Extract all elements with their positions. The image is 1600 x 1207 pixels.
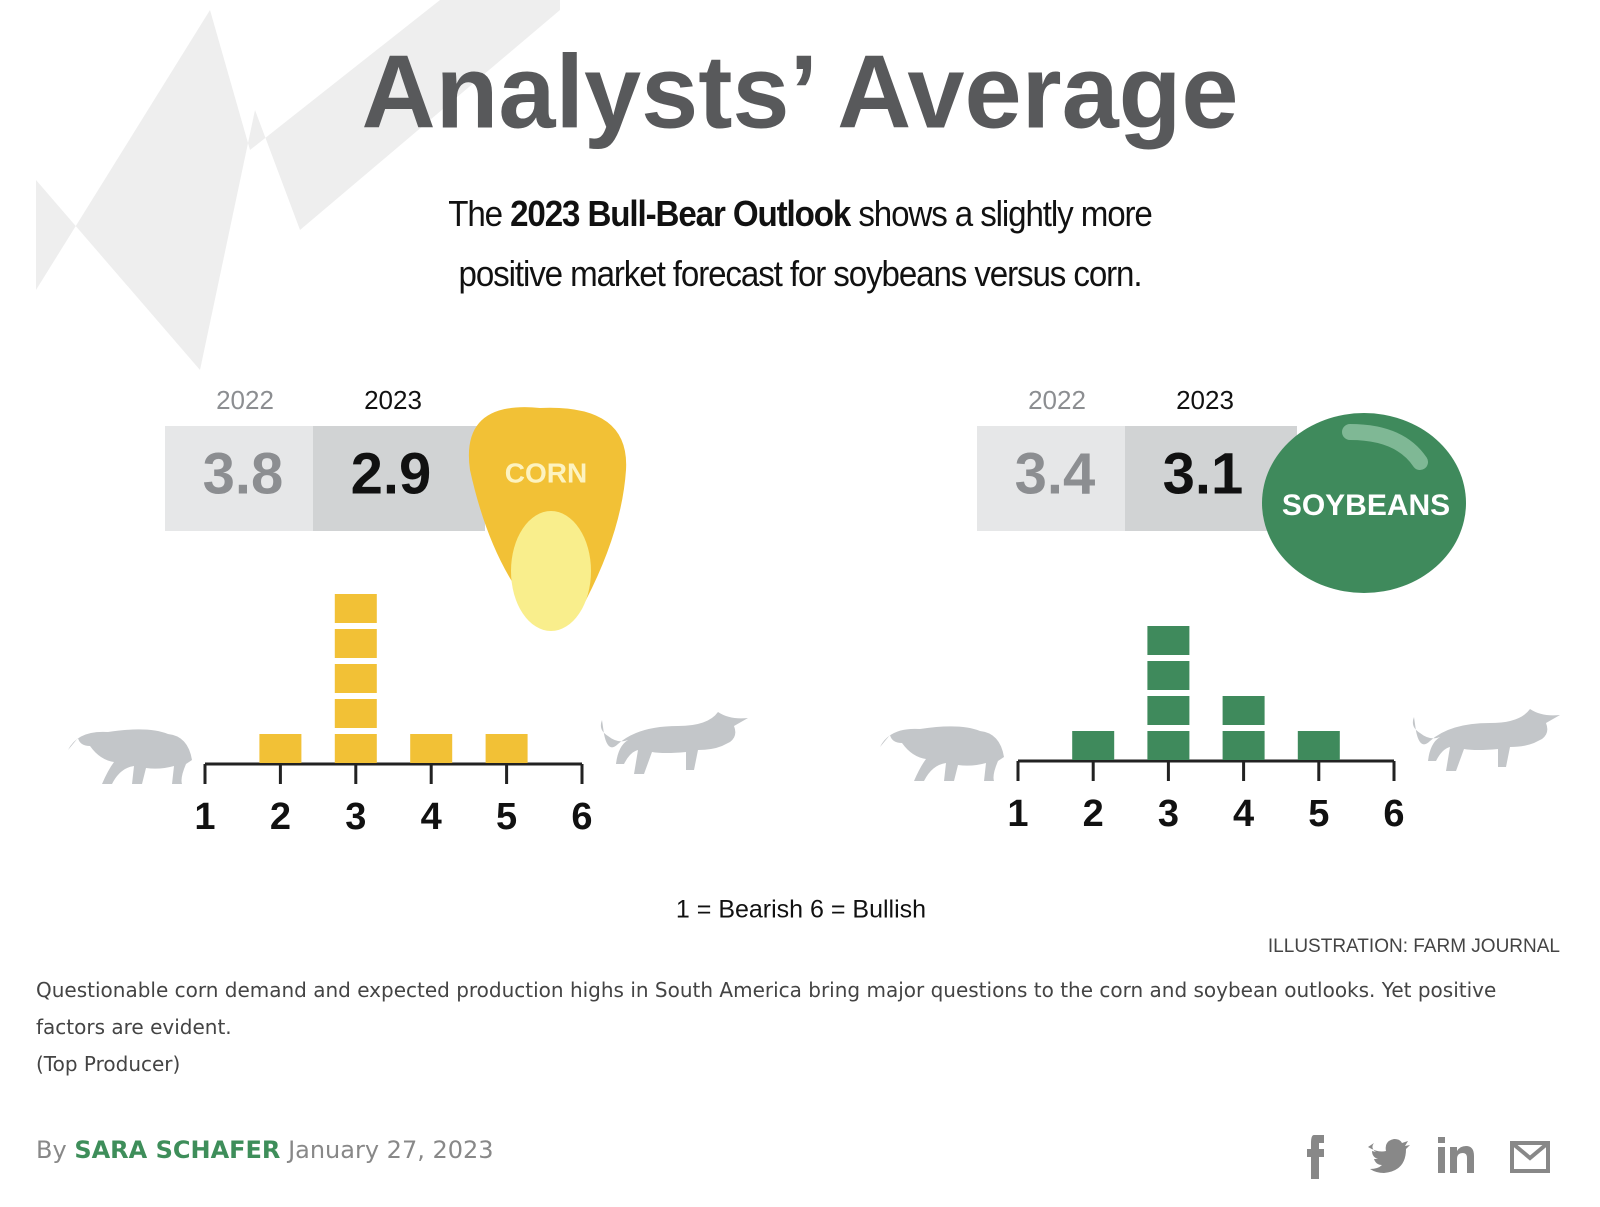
bar [1297,731,1340,760]
bar-block [334,734,377,763]
bar [334,594,377,763]
bar-block [1297,731,1340,760]
email-icon[interactable] [1510,1141,1550,1173]
bar-block [334,699,377,728]
credit: ILLUSTRATION: FARM JOURNAL [1268,936,1560,957]
crop-label: SOYBEANS [1282,489,1450,522]
bean-highlight [1342,424,1428,470]
x-tick-label: 2 [270,796,291,838]
average-value: 3.1 [1163,441,1244,506]
crop-label: CORN [505,457,587,488]
average-box [313,426,485,531]
bar-block [410,734,453,763]
x-tick-label: 4 [1233,793,1254,835]
x-tick-label: 6 [571,796,592,838]
bar [410,734,453,763]
average-box [165,426,313,531]
title: Analysts’ Average [362,34,1239,150]
subtitle-bold: 2023 Bull-Bear Outlook [510,193,851,234]
subtitle-text: shows a slightly more positive market fo… [458,193,1153,294]
chart-panel: 2022 3.8 2023 2.9 CORN 1 2 3 4 5 6 [68,385,748,838]
bar [259,734,302,763]
facebook-icon[interactable] [1307,1135,1324,1179]
average-value: 2.9 [351,441,432,506]
chart-panel: 2022 3.4 2023 3.1 SOYBEANS 1 2 3 4 5 6 [880,385,1560,835]
bear-icon [68,729,192,784]
bar [1222,696,1265,760]
background-arrow [36,0,560,370]
x-tick-label: 6 [1383,793,1404,835]
subtitle: The 2023 Bull-Bear Outlook shows a sligh… [395,184,1205,304]
bar-block [334,629,377,658]
byline-prefix: By [36,1136,67,1164]
bar [1147,626,1190,760]
subtitle-text: The [448,193,511,234]
bar-block [334,594,377,623]
bar-block [485,734,528,763]
twitter-icon[interactable] [1368,1139,1410,1173]
caption-source: (Top Producer) [36,1052,181,1076]
x-tick-label: 1 [1007,793,1028,835]
average-year: 2022 [216,385,274,415]
kernel-highlight [511,511,591,631]
infographic: Analysts’ Average 1 = Bearish 6 = Bullis… [36,0,1560,957]
average-year: 2022 [1028,385,1086,415]
bar-block [1222,731,1265,760]
bull-icon [1412,709,1560,771]
bull-icon [600,712,748,774]
average-year: 2023 [364,385,422,415]
bar-block [1147,696,1190,725]
x-tick-label: 3 [1158,793,1179,835]
bear-icon [880,726,1004,781]
caption: Questionable corn demand and expected pr… [36,972,1566,1083]
bar [1072,731,1115,760]
linkedin-icon[interactable] [1438,1137,1474,1173]
average-value: 3.4 [1015,441,1096,506]
bar-block [1147,661,1190,690]
bar-block [1072,731,1115,760]
date: January 27, 2023 [288,1136,494,1164]
scale-note: 1 = Bearish 6 = Bullish [676,896,926,924]
bar-block [1147,626,1190,655]
bar [485,734,528,763]
author[interactable]: SARA SCHAFER [74,1136,281,1164]
caption-text: Questionable corn demand and expected pr… [36,978,1497,1039]
average-box [977,426,1125,531]
bar-block [1147,731,1190,760]
x-tick-label: 2 [1083,793,1104,835]
bar-block [334,664,377,693]
byline: By SARA SCHAFER January 27, 2023 [36,1136,494,1164]
bar-block [1222,696,1265,725]
x-tick-label: 5 [1308,793,1329,835]
share-icons [1307,1135,1550,1179]
x-tick-label: 3 [345,796,366,838]
x-tick-label: 5 [496,796,517,838]
x-tick-label: 4 [421,796,442,838]
x-tick-label: 1 [194,796,215,838]
average-value: 3.8 [203,441,284,506]
average-year: 2023 [1176,385,1234,415]
bar-block [259,734,302,763]
